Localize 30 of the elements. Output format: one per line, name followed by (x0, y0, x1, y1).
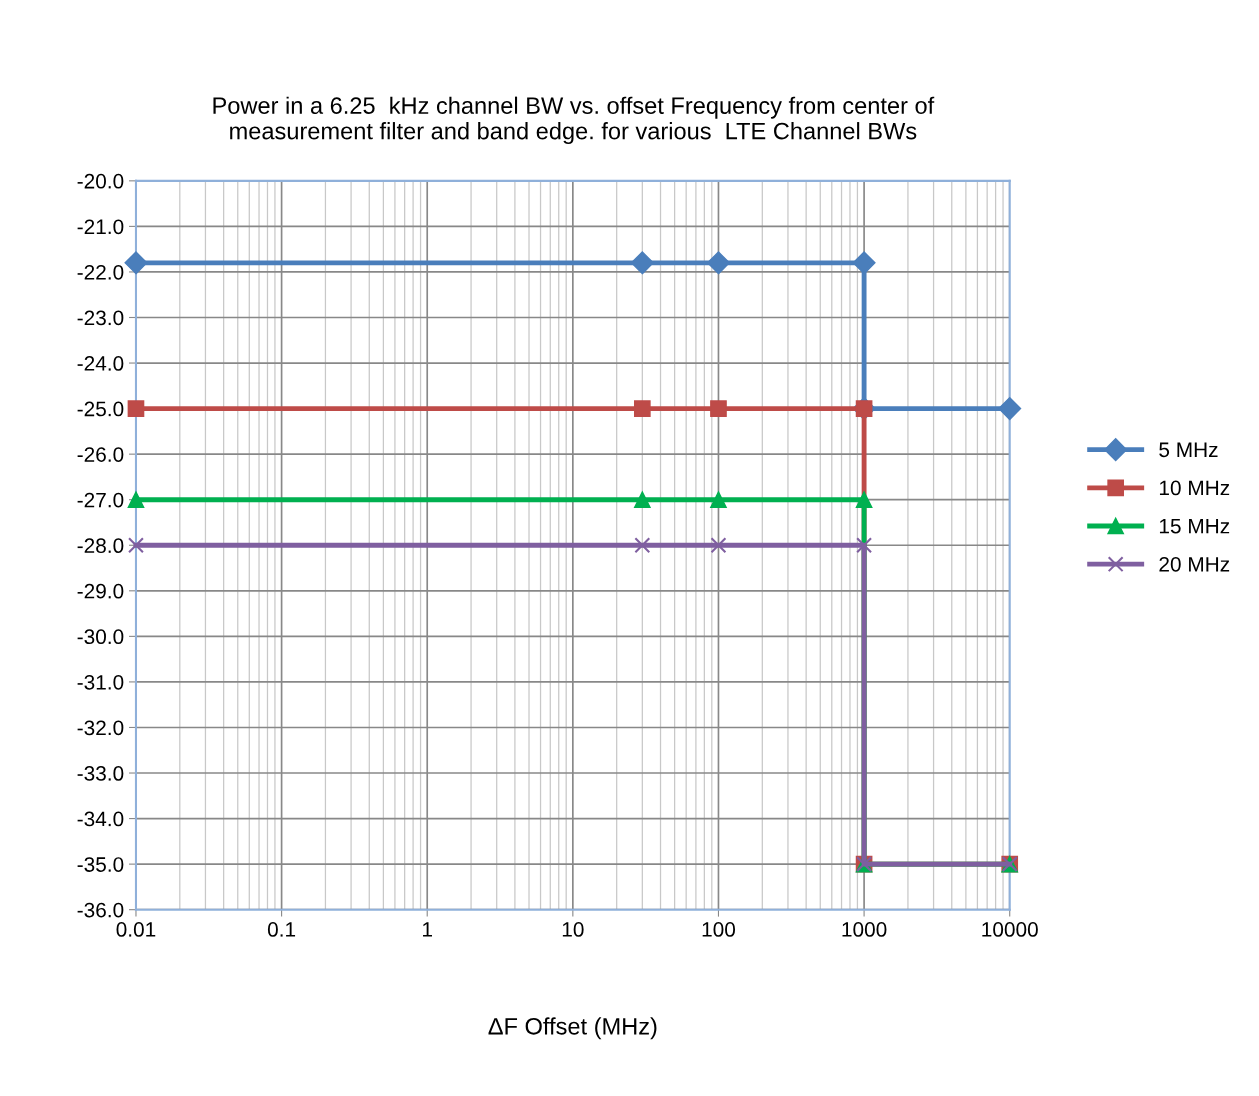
x-tick-label: 1000 (842, 922, 887, 937)
y-tick-label: -21.0 (77, 219, 124, 235)
y-tick-label: -36.0 (77, 902, 124, 918)
y-tick-label: -26.0 (77, 447, 124, 462)
chart-title: Power in a 6.25 kHz channel BW vs. offset Frequency from center of measurement filter and band edge. for various LTE Channel BWs (213, 96, 935, 145)
y-tick-label: -27.0 (77, 492, 124, 508)
y-tick-label: -31.0 (77, 674, 124, 690)
y-tick-label: -33.0 (77, 766, 124, 781)
y-tick-label: -35.0 (77, 857, 124, 872)
y-tick-label: -30.0 (77, 629, 124, 645)
x-tick-label: 100 (702, 922, 736, 937)
y-tick-label: -28.0 (77, 538, 124, 554)
y-tick-label: -29.0 (77, 583, 124, 599)
x-tick-label: 1 (423, 922, 432, 937)
x-axis-title: ΔF Offset (MHz) (488, 1017, 657, 1040)
y-tick-label: -34.0 (77, 811, 124, 827)
x-tick-label: 0.1 (267, 922, 296, 937)
y-tick-label: -25.0 (77, 401, 124, 417)
legend-label: 10 MHz (1159, 480, 1230, 496)
x-tick-label: 10 (562, 922, 584, 937)
legend-label: 5 MHz (1159, 442, 1218, 458)
y-tick-label: -22.0 (77, 264, 124, 280)
legend-label: 20 MHz (1159, 556, 1230, 572)
y-tick-label: -20.0 (77, 173, 124, 189)
x-tick-label: 10000 (982, 922, 1038, 937)
y-tick-label: -23.0 (77, 310, 124, 326)
legend-label: 15 MHz (1159, 518, 1230, 534)
y-tick-label: -24.0 (77, 356, 124, 371)
y-tick-label: -32.0 (77, 720, 124, 736)
x-tick-label: 0.01 (116, 922, 156, 937)
